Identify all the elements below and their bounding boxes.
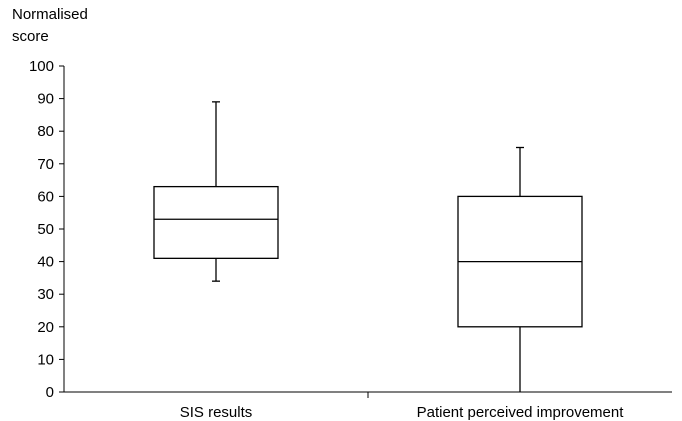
y-tick-label: 80 — [37, 123, 54, 140]
y-tick-label: 40 — [37, 254, 54, 271]
y-tick-label: 90 — [37, 91, 54, 108]
y-axis-label-line-1: Normalised — [12, 6, 88, 23]
y-tick-label: 70 — [37, 156, 54, 173]
y-tick-label: 100 — [29, 58, 54, 75]
y-tick-label: 10 — [37, 351, 54, 368]
y-tick-label: 20 — [37, 319, 54, 336]
y-tick-label: 30 — [37, 286, 54, 303]
iqr-box — [153, 185, 279, 259]
y-tick-label: 0 — [46, 384, 54, 401]
y-tick-label: 60 — [37, 188, 54, 205]
y-axis-label-line-2: score — [12, 28, 49, 45]
x-category-label: SIS results — [180, 404, 253, 421]
x-category-label: Patient perceived improvement — [417, 404, 625, 421]
y-tick-label: 50 — [37, 221, 54, 238]
